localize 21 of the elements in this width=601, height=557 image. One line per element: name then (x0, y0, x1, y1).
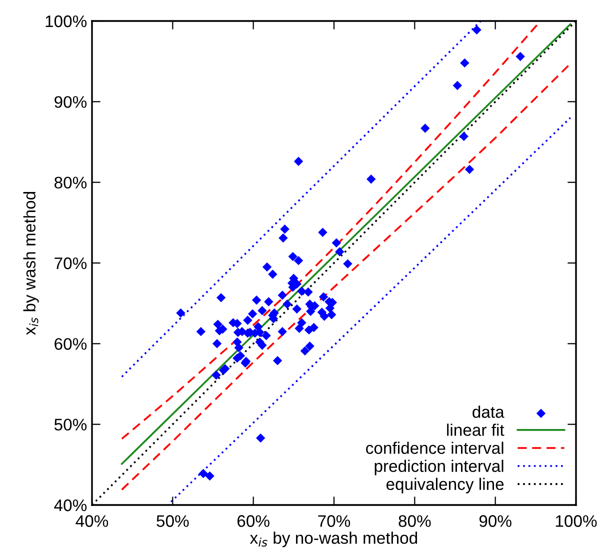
y-tick-label: 90% (54, 96, 87, 108)
x-tick-label: 50% (156, 515, 189, 527)
y-tick-label: 50% (54, 418, 87, 431)
x-tick-label: 40% (76, 515, 108, 527)
legend-label: data (472, 406, 504, 418)
y-tick-label: 60% (54, 338, 87, 350)
x-axis-title: x$_{is}$ by no-wash method (250, 532, 418, 548)
x-tick-label: 70% (318, 515, 350, 527)
y-tick-label: 70% (54, 257, 87, 270)
legend-label: linear fit (447, 424, 504, 436)
y-tick-label: 80% (54, 176, 87, 189)
y-tick-label: 100% (46, 15, 87, 28)
x-tick-label: 60% (238, 515, 270, 527)
legend-label: confidence interval (366, 442, 504, 454)
legend-label: prediction interval (374, 460, 504, 476)
x-tick-label: 80% (398, 515, 431, 527)
x-tick-label: 90% (479, 515, 512, 527)
y-axis-title: x$_{is}$ by wash method (23, 192, 39, 335)
y-tick-label: 40% (54, 499, 87, 512)
legend-label: equivalency line (386, 478, 504, 494)
x-tick-label: 100% (556, 515, 597, 527)
